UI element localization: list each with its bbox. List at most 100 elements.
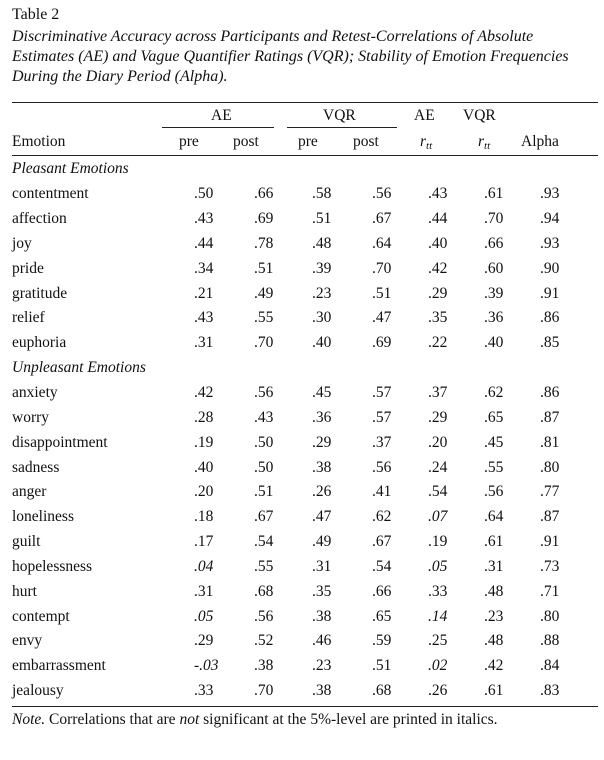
value-cell: .18	[194, 508, 214, 526]
value-cell: .70	[372, 259, 392, 277]
value-cell: .56	[254, 384, 274, 402]
value-cell: .80	[540, 458, 560, 476]
header-group-vqr: VQR	[323, 107, 356, 124]
value-cell: .28	[194, 408, 214, 426]
value-cell: .21	[194, 284, 214, 302]
header-rtt-vqr: VQR	[463, 107, 496, 124]
value-cell: .87	[540, 508, 560, 526]
value-cell: .68	[254, 582, 274, 600]
value-cell: .17	[194, 533, 214, 551]
emotion-name: contempt	[12, 607, 70, 625]
value-cell: .05	[428, 557, 448, 575]
value-cell: .54	[428, 483, 448, 501]
value-cell: .84	[540, 657, 560, 675]
value-cell: .56	[484, 483, 504, 501]
table-row: relief .43 .55 .30 .47 .35 .36 .86	[12, 306, 598, 331]
emotion-name: joy	[12, 234, 32, 252]
value-cell: .35	[312, 582, 332, 600]
value-cell: .38	[312, 458, 332, 476]
value-cell: .47	[372, 309, 392, 327]
value-cell: .56	[372, 458, 392, 476]
header-ae-post: post	[233, 133, 259, 150]
value-cell: .66	[372, 582, 392, 600]
value-cell: .71	[540, 582, 560, 600]
value-cell: .87	[540, 408, 560, 426]
table-row: anxiety .42 .56 .45 .57 .37 .62 .86	[12, 381, 598, 406]
emotion-name: gratitude	[12, 284, 68, 302]
table-row: joy .44 .78 .48 .64 .40 .66 .93	[12, 232, 598, 257]
value-cell: .40	[194, 458, 214, 476]
header-rtt-ae-symbol: rtt	[420, 133, 433, 152]
value-cell: .90	[540, 259, 560, 277]
value-cell: .57	[372, 408, 392, 426]
table-row: disappointment .19 .50 .29 .37 .20 .45 .81	[12, 430, 598, 455]
header-alpha: Alpha	[521, 133, 559, 150]
value-cell: .70	[254, 682, 274, 700]
value-cell: .66	[484, 234, 504, 252]
value-cell: .57	[372, 384, 392, 402]
table-row: hopelessness .04 .55 .31 .54 .05 .31 .73	[12, 555, 598, 580]
emotion-name: worry	[12, 408, 50, 426]
value-cell: .70	[254, 334, 274, 352]
value-cell: .68	[372, 682, 392, 700]
emotion-name: disappointment	[12, 433, 108, 451]
value-cell: .45	[484, 433, 504, 451]
value-cell: .85	[540, 334, 560, 352]
bottom-rule	[12, 706, 598, 707]
value-cell: .52	[254, 632, 274, 650]
value-cell: .38	[312, 607, 332, 625]
value-cell: .37	[372, 433, 392, 451]
value-cell: .40	[312, 334, 332, 352]
value-cell: .05	[194, 607, 214, 625]
value-cell: .36	[484, 309, 504, 327]
value-cell: .49	[312, 533, 332, 551]
value-cell: .91	[540, 284, 560, 302]
emotion-name: envy	[12, 632, 43, 650]
value-cell: .93	[540, 185, 560, 203]
emotion-name: relief	[12, 309, 45, 327]
value-cell: .26	[428, 682, 448, 700]
value-cell: .70	[484, 210, 504, 228]
note-label: Note.	[12, 711, 46, 728]
value-cell: .56	[254, 607, 274, 625]
value-cell: .77	[540, 483, 560, 501]
header-group-ae: AE	[211, 107, 232, 124]
value-cell: .19	[428, 533, 448, 551]
value-cell: .31	[312, 557, 332, 575]
value-cell: .88	[540, 632, 560, 650]
emotion-name: anxiety	[12, 384, 58, 402]
table-row: loneliness .18 .67 .47 .62 .07 .64 .87	[12, 505, 598, 530]
value-cell: .50	[194, 185, 214, 203]
header-ae-pre: pre	[179, 133, 199, 150]
value-cell: .51	[254, 483, 274, 501]
table-row: guilt .17 .54 .49 .67 .19 .61 .91	[12, 530, 598, 555]
value-cell: .33	[428, 582, 448, 600]
value-cell: .60	[484, 259, 504, 277]
emotion-name: hopelessness	[12, 557, 93, 575]
header-vqr-pre: pre	[298, 133, 318, 150]
value-cell: .64	[372, 234, 392, 252]
value-cell: .65	[372, 607, 392, 625]
header-emotion: Emotion	[12, 133, 66, 150]
value-cell: .30	[312, 309, 332, 327]
emotion-name: sadness	[12, 458, 60, 476]
table-caption: Discriminative Accuracy across Participa…	[12, 28, 569, 85]
table-row: hurt .31 .68 .35 .66 .33 .48 .71	[12, 579, 598, 604]
value-cell: .40	[428, 234, 448, 252]
value-cell: .50	[254, 433, 274, 451]
value-cell: .50	[254, 458, 274, 476]
note-emphasis: not	[179, 711, 200, 728]
section-row: Pleasant Emotions	[12, 157, 598, 182]
table-row: euphoria .31 .70 .40 .69 .22 .40 .85	[12, 331, 598, 356]
value-cell: .69	[254, 210, 274, 228]
emotion-name: guilt	[12, 533, 41, 551]
header-rtt-vqr-symbol: rtt	[478, 133, 491, 152]
value-cell: .48	[484, 632, 504, 650]
value-cell: .40	[484, 334, 504, 352]
value-cell: .78	[254, 234, 274, 252]
value-cell: .38	[254, 657, 274, 675]
table-row: pride .34 .51 .39 .70 .42 .60 .90	[12, 256, 598, 281]
value-cell: .37	[428, 384, 448, 402]
ae-group-rule	[162, 127, 274, 128]
